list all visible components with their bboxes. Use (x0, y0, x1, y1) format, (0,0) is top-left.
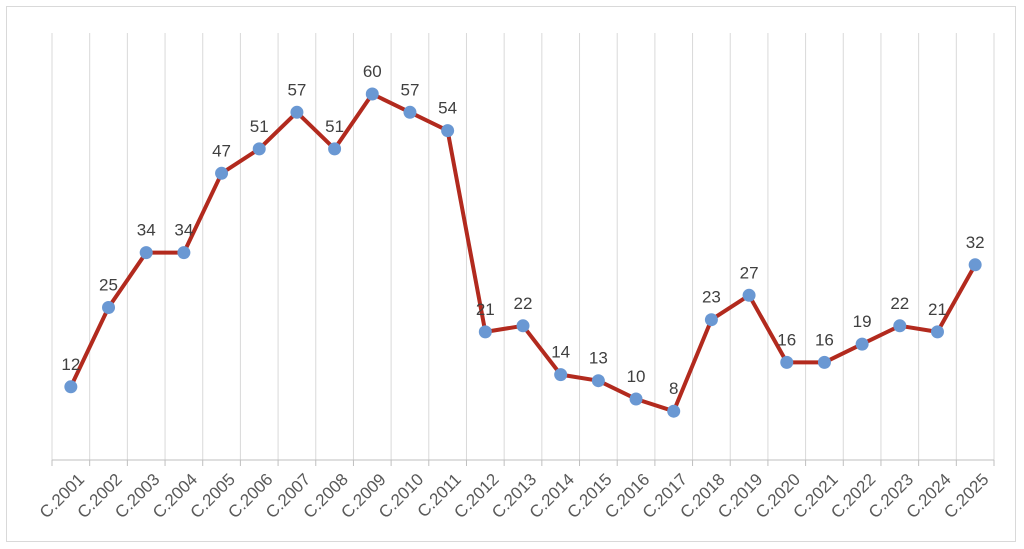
gridlines (51, 33, 995, 460)
data-point (102, 301, 116, 314)
data-point (441, 124, 455, 138)
data-label: 12 (61, 355, 80, 374)
data-point (365, 87, 379, 101)
data-point (855, 337, 869, 351)
data-label: 14 (551, 343, 570, 362)
data-label: 57 (287, 80, 306, 99)
data-point (629, 392, 643, 406)
data-label: 16 (815, 330, 834, 349)
data-point (554, 368, 568, 382)
data-label: 13 (589, 349, 608, 368)
data-point (591, 374, 605, 388)
data-point (215, 166, 229, 180)
data-point (64, 380, 78, 394)
data-label: 19 (853, 312, 872, 331)
data-point (328, 142, 342, 156)
data-point (930, 325, 944, 339)
data-label: 22 (514, 294, 533, 313)
x-axis (51, 459, 995, 466)
data-point (780, 355, 794, 369)
data-label: 57 (400, 80, 419, 99)
data-label: 10 (627, 367, 646, 386)
data-label: 21 (476, 300, 495, 319)
data-point (290, 105, 304, 119)
data-label: 27 (740, 263, 759, 282)
data-label: 16 (777, 330, 796, 349)
data-label: 8 (669, 379, 678, 398)
data-label: 32 (966, 233, 985, 252)
data-label: 47 (212, 141, 231, 160)
data-labels: 12 25 34 34 47 51 57 51 60 57 54 21 22 14 13 10 8 23 27 16 1… (61, 62, 984, 398)
data-label: 60 (363, 62, 382, 81)
data-point (968, 258, 982, 272)
data-point (177, 246, 191, 260)
x-tick-labels: C.2001C.2002C.2003C.2004C.2005C.2006C.20… (36, 470, 993, 522)
data-point (139, 246, 153, 260)
data-point (252, 142, 266, 156)
series-line (68, 92, 978, 414)
data-point (516, 319, 530, 333)
data-point (403, 105, 417, 119)
data-label: 34 (174, 221, 193, 240)
data-point (667, 404, 681, 418)
data-label: 51 (250, 117, 269, 136)
data-label: 25 (99, 276, 118, 295)
series (64, 87, 982, 418)
data-point (817, 355, 831, 369)
data-label: 21 (928, 300, 947, 319)
data-label: 23 (702, 288, 721, 307)
data-label: 22 (890, 294, 909, 313)
data-point (893, 319, 907, 333)
data-label: 34 (137, 221, 156, 240)
data-point (742, 288, 756, 302)
data-label: 54 (438, 99, 457, 118)
data-point (478, 325, 492, 339)
data-label: 51 (325, 117, 344, 136)
data-point (704, 313, 718, 327)
chart-frame (6, 6, 1016, 542)
